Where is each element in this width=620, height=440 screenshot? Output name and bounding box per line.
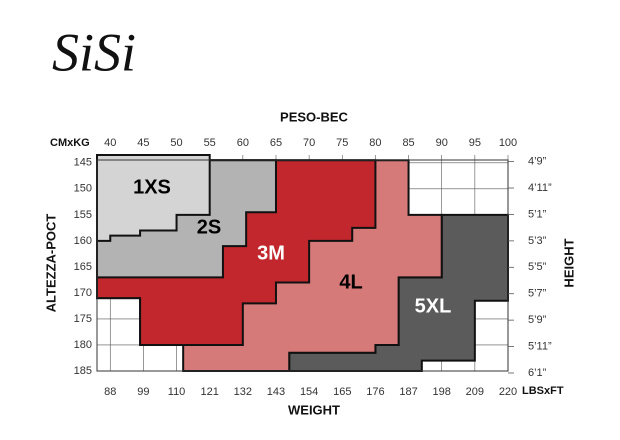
- y2-tick-label: 4’11”: [528, 182, 552, 194]
- x2-tick-label: 176: [366, 386, 384, 398]
- x2-unit-label: LBSxFT: [522, 385, 564, 397]
- y2-tick-label: 5’11”: [528, 340, 552, 352]
- x-unit-label: CMxKG: [50, 137, 90, 149]
- y2-tick-label: 5’7”: [528, 288, 547, 300]
- x-tick-label: 75: [336, 137, 348, 149]
- y2-tick-label: 5’1”: [528, 208, 547, 220]
- plot-frame: [96, 159, 509, 372]
- logo: SiSi: [52, 22, 136, 82]
- y2-tick-label: 4’9”: [528, 156, 547, 168]
- size-region: [96, 154, 211, 242]
- x-tick-label: 100: [499, 137, 517, 149]
- y-tick-label: 175: [74, 313, 92, 325]
- y-tick-label: 145: [74, 157, 92, 169]
- x-tick-label: 70: [303, 137, 315, 149]
- y2-axis-title: HEIGHT: [561, 238, 576, 287]
- y-axis-title: ALTEZZA-POCT: [43, 214, 58, 313]
- x-tick-label: 50: [170, 137, 182, 149]
- x2-tick-label: 88: [104, 386, 116, 398]
- x-tick-label: 45: [137, 137, 149, 149]
- x2-tick-label: 132: [234, 386, 252, 398]
- y2-tick-label: 5’9”: [528, 314, 547, 326]
- y-tick-label: 185: [74, 365, 92, 377]
- y-tick-label: 160: [74, 235, 92, 247]
- y2-tick-label: 5’5”: [528, 261, 547, 273]
- x-tick-label: 40: [104, 137, 116, 149]
- x2-tick-label: 99: [137, 386, 149, 398]
- x-tick-label: 60: [237, 137, 249, 149]
- x2-tick-label: 154: [300, 386, 318, 398]
- y-tick-label: 150: [74, 183, 92, 195]
- x-tick-label: 85: [402, 137, 414, 149]
- x2-tick-label: 209: [466, 386, 484, 398]
- size-label: 4L: [339, 271, 362, 293]
- x2-tick-label: 121: [201, 386, 219, 398]
- x-tick-label: 95: [469, 137, 481, 149]
- y-tick-label: 180: [74, 339, 92, 351]
- chart-title: PESO-BEC: [280, 109, 349, 124]
- x-tick-label: 65: [270, 137, 282, 149]
- x2-tick-label: 143: [267, 386, 285, 398]
- x2-tick-label: 187: [399, 386, 417, 398]
- y-tick-label: 155: [74, 209, 92, 221]
- y2-tick-label: 6’1”: [528, 367, 547, 379]
- x-axis-title: WEIGHT: [288, 402, 340, 417]
- y-tick-label: 170: [74, 287, 92, 299]
- size-label: 2S: [197, 216, 221, 238]
- y-tick-label: 165: [74, 261, 92, 273]
- x2-tick-label: 198: [433, 386, 451, 398]
- x2-tick-label: 110: [168, 386, 186, 398]
- x2-tick-label: 220: [499, 386, 517, 398]
- x-tick-label: 80: [369, 137, 381, 149]
- size-label: 3M: [257, 242, 285, 264]
- x-tick-label: 90: [436, 137, 448, 149]
- size-label: 1XS: [133, 176, 171, 198]
- size-label: 5XL: [415, 295, 452, 317]
- y2-tick-label: 5’3”: [528, 235, 547, 247]
- x-tick-label: 55: [204, 137, 216, 149]
- x2-tick-label: 165: [333, 386, 351, 398]
